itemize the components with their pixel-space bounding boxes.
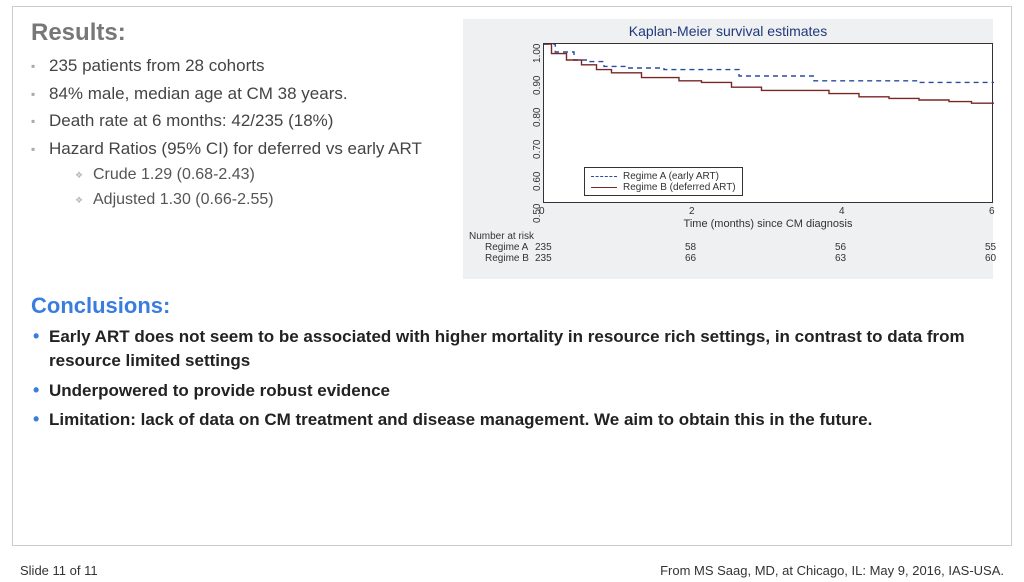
- x-axis-label: Time (months) since CM diagnosis: [668, 218, 868, 230]
- x-tick: 4: [839, 206, 845, 217]
- risk-value: 58: [685, 242, 696, 253]
- x-tick: 0: [539, 206, 545, 217]
- list-item: Underpowered to provide robust evidence: [31, 379, 993, 403]
- top-row: Results: 235 patients from 28 cohorts 84…: [31, 19, 993, 279]
- risk-value: 63: [835, 253, 846, 264]
- list-item: Death rate at 6 months: 42/235 (18%): [31, 108, 451, 134]
- list-item: Limitation: lack of data on CM treatment…: [31, 408, 993, 432]
- risk-value: 55: [985, 242, 996, 253]
- y-tick: 0.70: [532, 140, 543, 159]
- conclusions-list: Early ART does not seem to be associated…: [31, 325, 993, 432]
- conclusions-block: Conclusions: Early ART does not seem to …: [31, 293, 993, 432]
- risk-value: 235: [535, 242, 552, 253]
- legend-swatch-b: [591, 187, 617, 188]
- y-tick: 0.90: [532, 76, 543, 95]
- legend-row-b: Regime B (deferred ART): [591, 182, 736, 193]
- list-item: Adjusted 1.30 (0.66-2.55): [75, 188, 451, 213]
- y-tick: 1.00: [532, 44, 543, 63]
- list-item: Early ART does not seem to be associated…: [31, 325, 993, 373]
- chart-title: Kaplan-Meier survival estimates: [473, 23, 983, 39]
- list-item: Crude 1.29 (0.68-2.43): [75, 163, 451, 188]
- results-list: 235 patients from 28 cohorts 84% male, m…: [31, 53, 451, 213]
- results-block: Results: 235 patients from 28 cohorts 84…: [31, 19, 451, 279]
- list-item: Hazard Ratios (95% CI) for deferred vs e…: [31, 136, 451, 213]
- series-b-deferred-art: [544, 44, 994, 103]
- results-heading: Results:: [31, 19, 451, 47]
- list-item: 235 patients from 28 cohorts: [31, 53, 451, 79]
- series-a-early-art: [544, 44, 994, 82]
- legend-row-a: Regime A (early ART): [591, 171, 736, 182]
- y-tick: 0.60: [532, 172, 543, 191]
- risk-value: 56: [835, 242, 846, 253]
- slide: Results: 235 patients from 28 cohorts 84…: [12, 6, 1012, 546]
- risk-value: 235: [535, 253, 552, 264]
- conclusions-heading: Conclusions:: [31, 293, 993, 319]
- km-chart: Kaplan-Meier survival estimates Regime A…: [463, 19, 993, 279]
- legend-label-a: Regime A (early ART): [623, 171, 719, 182]
- x-tick: 6: [989, 206, 995, 217]
- risk-value: 66: [685, 253, 696, 264]
- list-item-label: Hazard Ratios (95% CI) for deferred vs e…: [49, 139, 422, 158]
- x-tick: 2: [689, 206, 695, 217]
- sub-list: Crude 1.29 (0.68-2.43) Adjusted 1.30 (0.…: [49, 163, 451, 213]
- plot-area: Regime A (early ART) Regime B (deferred …: [543, 43, 993, 203]
- legend-swatch-a: [591, 176, 617, 177]
- y-tick: 0.80: [532, 108, 543, 127]
- legend-label-b: Regime B (deferred ART): [623, 182, 736, 193]
- risk-value: 60: [985, 253, 996, 264]
- risk-table-title: Number at risk: [469, 231, 534, 242]
- list-item: 84% male, median age at CM 38 years.: [31, 81, 451, 107]
- risk-row-label: Regime B: [485, 253, 529, 264]
- legend: Regime A (early ART) Regime B (deferred …: [584, 167, 743, 196]
- risk-row-label: Regime A: [485, 242, 528, 253]
